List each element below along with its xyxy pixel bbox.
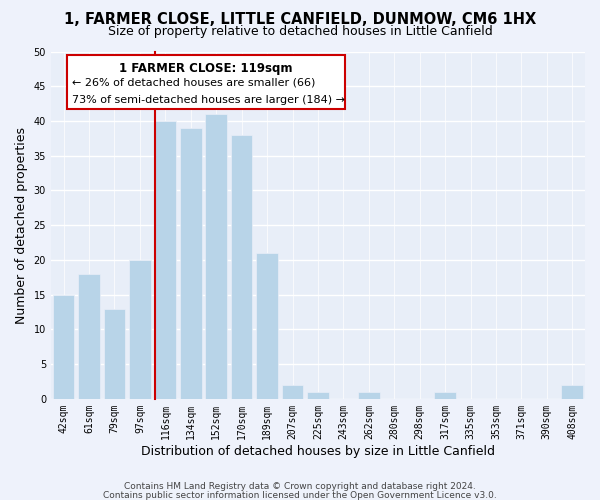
Text: Contains HM Land Registry data © Crown copyright and database right 2024.: Contains HM Land Registry data © Crown c… (124, 482, 476, 491)
Bar (434, 392, 456, 399)
Bar (53, 294, 74, 399)
FancyBboxPatch shape (67, 55, 344, 109)
X-axis label: Distribution of detached houses by size in Little Canfield: Distribution of detached houses by size … (141, 444, 495, 458)
Bar (129, 260, 151, 399)
Text: 1, FARMER CLOSE, LITTLE CANFIELD, DUNMOW, CM6 1HX: 1, FARMER CLOSE, LITTLE CANFIELD, DUNMOW… (64, 12, 536, 28)
Bar (180, 128, 202, 399)
Bar (205, 114, 227, 399)
Text: Contains public sector information licensed under the Open Government Licence v3: Contains public sector information licen… (103, 490, 497, 500)
Text: ← 26% of detached houses are smaller (66): ← 26% of detached houses are smaller (66… (72, 78, 316, 88)
Bar (562, 385, 583, 399)
Y-axis label: Number of detached properties: Number of detached properties (15, 126, 28, 324)
Bar (155, 121, 176, 399)
Bar (231, 135, 253, 399)
Text: 73% of semi-detached houses are larger (184) →: 73% of semi-detached houses are larger (… (72, 95, 345, 105)
Text: 1 FARMER CLOSE: 119sqm: 1 FARMER CLOSE: 119sqm (119, 62, 293, 75)
Bar (282, 385, 304, 399)
Bar (256, 253, 278, 399)
Bar (358, 392, 380, 399)
Text: Size of property relative to detached houses in Little Canfield: Size of property relative to detached ho… (107, 25, 493, 38)
Bar (104, 308, 125, 399)
Bar (78, 274, 100, 399)
Bar (307, 392, 329, 399)
